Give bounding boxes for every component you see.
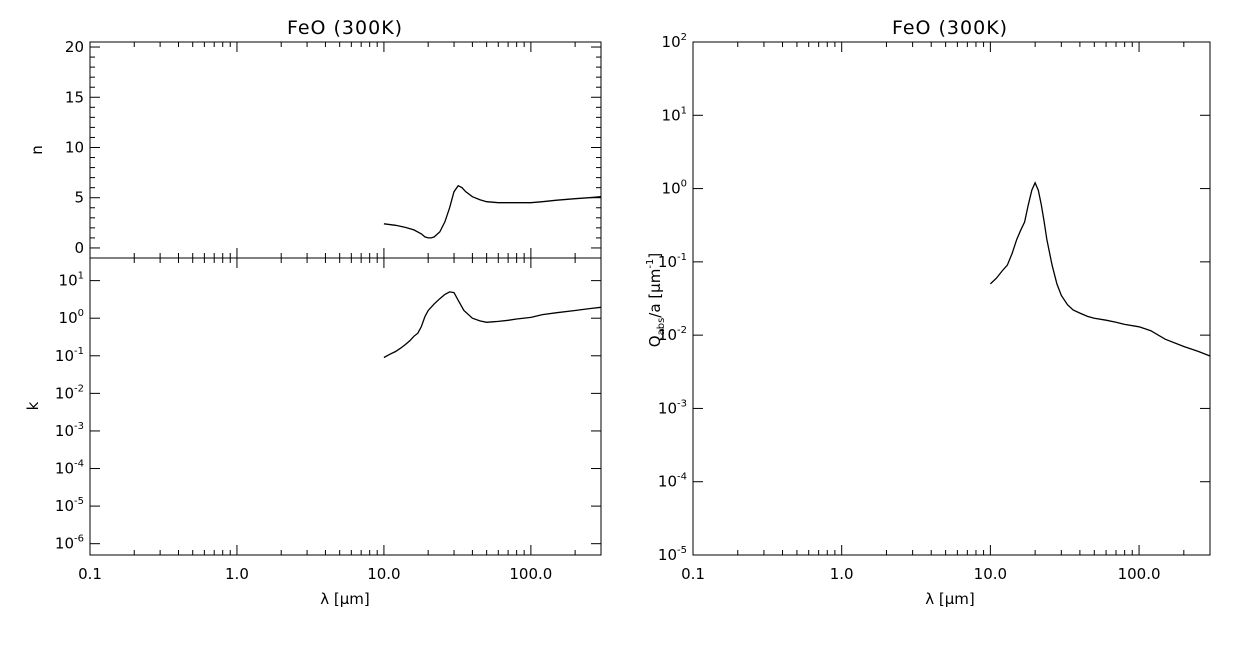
panel-k-frame xyxy=(89,257,602,556)
panel-n-ylabel: n xyxy=(28,145,46,155)
series-line xyxy=(989,181,1211,357)
y-tick-label: 100 xyxy=(59,308,84,327)
panel-qabs-frame xyxy=(692,41,1211,556)
y-tick-label: 15 xyxy=(65,88,84,106)
y-tick-label: 10-4 xyxy=(55,459,84,478)
panel-k-series xyxy=(383,291,602,359)
panel-qabs-xlabel: λ [μm] xyxy=(925,590,975,608)
panel-n-frame xyxy=(89,41,602,259)
y-tick-label: 10-1 xyxy=(658,252,687,271)
panel-qabs: FeO (300K) Qabs/a [μm-1] λ [μm] 0.1 1.0 10… xyxy=(645,17,1211,608)
x-tick-label: 0.1 xyxy=(681,565,705,583)
panel-k-ylabel: k xyxy=(24,401,42,410)
x-tick-label: 1.0 xyxy=(830,565,854,583)
y-tick-label: 10-3 xyxy=(658,398,687,417)
panel-qabs-title: FeO (300K) xyxy=(892,17,1008,39)
panel-qabs-series xyxy=(989,181,1211,357)
y-tick-label: 10-1 xyxy=(55,346,84,365)
series-line xyxy=(383,184,602,239)
y-tick-label: 101 xyxy=(662,105,687,124)
panel-qabs-x-ticks: 0.1 1.0 10.0 100.0 xyxy=(681,42,1211,583)
y-tick-label: 102 xyxy=(662,32,687,51)
panel-k-xlabel: λ [μm] xyxy=(320,590,370,608)
panel-n: FeO (300K) n 0 5 10 15 20 xyxy=(28,17,602,259)
x-tick-label: 100.0 xyxy=(1118,565,1161,583)
y-tick-label: 10-3 xyxy=(55,421,84,440)
y-tick-label: 5 xyxy=(74,189,84,207)
y-tick-label: 101 xyxy=(59,271,84,290)
x-tick-label: 10.0 xyxy=(974,565,1007,583)
y-tick-label: 10-5 xyxy=(658,545,687,564)
panel-k: k λ [μm] 0.1 1.0 10.0 100.0 10110010-110-21… xyxy=(24,257,602,608)
panel-n-title: FeO (300K) xyxy=(287,17,403,39)
x-tick-label: 10.0 xyxy=(367,565,400,583)
x-tick-label: 1.0 xyxy=(225,565,249,583)
y-tick-label: 10-2 xyxy=(658,325,687,344)
panel-k-x-ticks: 0.1 1.0 10.0 100.0 xyxy=(78,258,602,583)
panel-n-x-ticks xyxy=(89,42,602,258)
panel-n-series xyxy=(383,184,602,239)
panel-qabs-ylabel: Qabs/a [μm-1] xyxy=(645,253,667,347)
panel-k-y-ticks: 101 100 10-1 10-2 10-3 10-4 10-5 10-6 xyxy=(55,271,601,553)
panel-qabs-y-ticks: 102 101 100 10-1 10-2 10-3 10-4 10-5 xyxy=(658,32,1210,564)
y-tick-label: 100 xyxy=(662,179,687,198)
y-tick-label: 10-5 xyxy=(55,496,84,515)
y-tick-label: 10-4 xyxy=(658,472,687,491)
y-tick-label: 10-6 xyxy=(55,534,84,553)
x-tick-label: 0.1 xyxy=(78,565,102,583)
y-tick-label: 10-2 xyxy=(55,383,84,402)
panel-n-y-ticks: 0 5 10 15 20 xyxy=(65,38,601,257)
y-tick-label: 0 xyxy=(74,239,84,257)
series-line xyxy=(383,291,602,359)
x-tick-label: 100.0 xyxy=(509,565,552,583)
y-tick-label: 10 xyxy=(65,138,84,156)
y-tick-label: 20 xyxy=(65,38,84,56)
